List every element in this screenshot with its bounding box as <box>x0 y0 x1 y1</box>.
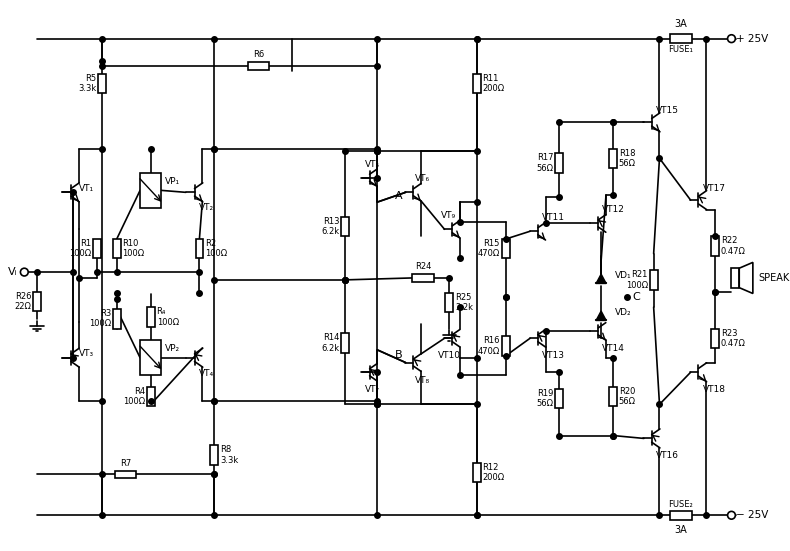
Bar <box>609 387 617 406</box>
Bar <box>446 293 453 312</box>
Bar <box>472 463 480 482</box>
Text: R12
200Ω: R12 200Ω <box>483 463 505 482</box>
Bar <box>412 274 434 282</box>
Bar <box>670 34 691 43</box>
Text: VT₉: VT₉ <box>441 211 456 220</box>
Text: VP₁: VP₁ <box>165 177 180 186</box>
Bar <box>555 389 563 408</box>
Text: R1
100Ω: R1 100Ω <box>70 239 92 258</box>
Text: R16
470Ω: R16 470Ω <box>478 336 500 356</box>
Text: R5
3.3k: R5 3.3k <box>78 74 96 93</box>
Text: R19
56Ω: R19 56Ω <box>536 389 554 408</box>
Text: R26
22Ω: R26 22Ω <box>14 291 31 311</box>
Text: R2
100Ω: R2 100Ω <box>205 239 228 258</box>
Text: R14
6.2k: R14 6.2k <box>322 333 340 353</box>
Text: − 25V: − 25V <box>736 510 769 520</box>
Text: R4
100Ω: R4 100Ω <box>122 387 145 406</box>
Bar <box>195 239 203 258</box>
Text: Vᵢ: Vᵢ <box>8 267 17 277</box>
Circle shape <box>21 268 28 276</box>
Text: R11
200Ω: R11 200Ω <box>483 74 505 93</box>
Bar <box>147 307 155 327</box>
Text: VT17: VT17 <box>703 184 726 193</box>
Bar <box>502 239 510 258</box>
Bar <box>140 173 161 208</box>
Text: VT11: VT11 <box>542 213 565 222</box>
Text: R3
100Ω: R3 100Ω <box>88 309 111 328</box>
Text: R20
56Ω: R20 56Ω <box>619 387 636 406</box>
Bar <box>711 236 719 256</box>
Text: VT15: VT15 <box>656 106 679 115</box>
Text: R17
56Ω: R17 56Ω <box>536 154 554 173</box>
Text: R22
0.47Ω: R22 0.47Ω <box>720 236 746 256</box>
Text: + 25V: + 25V <box>736 34 769 44</box>
Text: R21
100Ω: R21 100Ω <box>626 270 648 290</box>
Bar <box>113 309 121 328</box>
Text: VT18: VT18 <box>703 385 726 395</box>
Text: R8
3.3k: R8 3.3k <box>220 445 238 464</box>
Bar <box>609 149 617 168</box>
Bar <box>341 333 349 353</box>
Text: R6: R6 <box>253 50 265 59</box>
Text: VT₂: VT₂ <box>199 203 215 212</box>
Polygon shape <box>596 274 606 283</box>
Text: VD₂: VD₂ <box>615 309 631 317</box>
Text: VT₁: VT₁ <box>79 184 94 193</box>
Text: VT13: VT13 <box>542 351 565 360</box>
Bar <box>147 387 155 406</box>
Text: VD₁: VD₁ <box>615 272 631 280</box>
Text: VT14: VT14 <box>602 344 625 353</box>
Text: R10
100Ω: R10 100Ω <box>122 239 145 258</box>
Bar <box>670 511 691 520</box>
Bar <box>472 74 480 93</box>
Text: FUSE₂: FUSE₂ <box>668 500 694 509</box>
Bar <box>93 239 101 258</box>
Text: B: B <box>395 350 403 360</box>
Text: R7: R7 <box>120 458 131 468</box>
Bar <box>341 217 349 236</box>
Text: FUSE₁: FUSE₁ <box>668 45 694 54</box>
Text: VT12: VT12 <box>602 206 625 214</box>
Bar <box>113 239 121 258</box>
Text: VT₈: VT₈ <box>416 376 431 385</box>
Text: A: A <box>395 191 403 201</box>
Text: 3A: 3A <box>675 19 687 29</box>
Text: VT₄: VT₄ <box>199 369 215 378</box>
Text: R18
56Ω: R18 56Ω <box>619 149 636 168</box>
Text: VT16: VT16 <box>656 451 679 461</box>
Bar <box>33 291 41 311</box>
Polygon shape <box>739 262 753 294</box>
Text: 3A: 3A <box>675 525 687 535</box>
Text: VT₇: VT₇ <box>365 385 380 395</box>
Text: SPEAK: SPEAK <box>758 273 790 283</box>
Text: R15
470Ω: R15 470Ω <box>478 239 500 258</box>
Bar <box>115 471 136 478</box>
Bar <box>140 340 161 375</box>
Bar <box>210 445 218 464</box>
Bar <box>711 328 719 348</box>
Text: VT10: VT10 <box>438 351 461 360</box>
Text: R25
2.2k: R25 2.2k <box>455 293 473 312</box>
Bar <box>98 74 106 93</box>
Text: VP₂: VP₂ <box>165 344 180 353</box>
Text: R13
6.2k: R13 6.2k <box>322 217 340 236</box>
Text: C: C <box>632 293 640 302</box>
Bar <box>555 153 563 173</box>
Circle shape <box>728 511 735 519</box>
Text: R23
0.47Ω: R23 0.47Ω <box>720 328 746 348</box>
Text: VT₆: VT₆ <box>416 174 431 183</box>
Text: R24: R24 <box>415 262 431 271</box>
Bar <box>732 268 739 288</box>
Text: VT₅: VT₅ <box>365 160 380 169</box>
Text: VT₃: VT₃ <box>79 349 94 358</box>
Polygon shape <box>596 311 606 320</box>
Bar <box>649 270 657 290</box>
Circle shape <box>728 35 735 42</box>
Text: R₄
100Ω: R₄ 100Ω <box>156 307 179 327</box>
Bar <box>248 62 269 70</box>
Bar <box>502 336 510 356</box>
